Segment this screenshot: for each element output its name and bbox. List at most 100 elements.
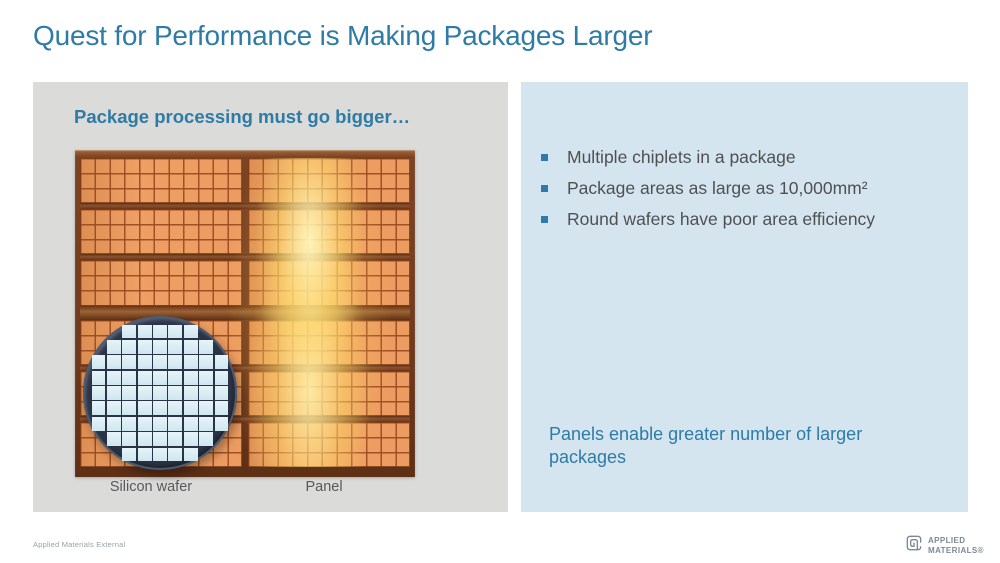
wafer-die [137, 386, 152, 400]
panel-band [80, 209, 410, 255]
wafer-die [137, 416, 152, 431]
wafer-die [91, 355, 106, 370]
panel-half [248, 260, 410, 306]
panel-half [80, 158, 242, 204]
wafer-die [137, 355, 152, 370]
panel-band [80, 158, 410, 204]
panel-half [248, 319, 410, 365]
bullet-text: Round wafers have poor area efficiency [567, 209, 876, 229]
wafer-die [153, 416, 167, 431]
wafer-die [122, 370, 137, 385]
applied-materials-logo: APPLIED MATERIALS® [904, 533, 984, 558]
wafer-die [199, 401, 214, 416]
wafer-die [183, 432, 198, 447]
wafer-die [122, 386, 137, 400]
panel-half [248, 421, 410, 468]
wafer-die [137, 447, 152, 462]
wafer-die [106, 339, 121, 354]
wafer-row [122, 324, 198, 339]
wafer-die [183, 401, 198, 416]
page-title: Quest for Performance is Making Packages… [33, 20, 653, 51]
wafer-die [199, 416, 214, 431]
wafer-die [91, 401, 106, 416]
wafer-die [214, 355, 229, 370]
wafer-row [91, 370, 229, 385]
wafer-die [183, 324, 198, 339]
figure-heading: Package processing must go bigger… [74, 106, 411, 127]
wafer-row [91, 386, 229, 400]
wafer-die [168, 386, 183, 400]
wafer-die [214, 401, 229, 416]
wafer-die [153, 370, 167, 385]
bullet-square-icon [541, 216, 548, 223]
panel-divider [80, 305, 410, 320]
footer-classification: Applied Materials External [33, 540, 126, 549]
wafer-die [106, 401, 121, 416]
wafer-die [122, 447, 137, 462]
panel-half [80, 260, 242, 306]
wafer-die [153, 432, 167, 447]
wafer-row [91, 401, 229, 416]
bullet-item: Package areas as large as 10,000mm² [541, 178, 875, 199]
wafer-die [91, 416, 106, 431]
bullet-square-icon [541, 154, 548, 161]
wafer-row [106, 339, 214, 354]
panel-half [248, 370, 410, 416]
panel-half [80, 209, 242, 255]
bullet-square-icon [541, 185, 548, 192]
wafer-die [199, 355, 214, 370]
panels-note: Panels enable greater number of larger p… [549, 424, 863, 468]
panel-label: Panel [305, 479, 343, 495]
wafer-die [168, 355, 183, 370]
wafer-die [168, 370, 183, 385]
panel-band [80, 260, 410, 306]
wafer-die [122, 324, 137, 339]
wafer-die [137, 339, 152, 354]
wafer-row [122, 447, 198, 462]
wafer-die [137, 324, 152, 339]
wafer-die [106, 370, 121, 385]
wafer-die [199, 339, 214, 354]
wafer-die [168, 432, 183, 447]
wafer-die [153, 355, 167, 370]
wafer-die [106, 416, 121, 431]
wafer-die [153, 339, 167, 354]
bullet-item: Multiple chiplets in a package [541, 147, 875, 168]
bullet-text: Package areas as large as 10,000mm² [567, 178, 868, 198]
bullet-item: Round wafers have poor area efficiency [541, 209, 875, 230]
logo-line1: APPLIED [928, 536, 966, 546]
wafer-die [183, 370, 198, 385]
wafer-die [183, 447, 198, 462]
wafer-die [153, 324, 167, 339]
wafer-die [122, 401, 137, 416]
logo-line2: MATERIALS® [928, 545, 984, 555]
wafer-die [168, 401, 183, 416]
wafer-die [168, 324, 183, 339]
wafer-die [122, 432, 137, 447]
wafer-die [214, 386, 229, 400]
wafer-die [214, 416, 229, 431]
wafer-die [153, 401, 167, 416]
wafer-die [137, 370, 152, 385]
wafer-die [106, 386, 121, 400]
wafer-die [199, 432, 214, 447]
bullet-text: Multiple chiplets in a package [567, 147, 796, 167]
panel-half [248, 209, 410, 255]
wafer-die [183, 416, 198, 431]
wafer-die [91, 386, 106, 400]
wafer-die [153, 386, 167, 400]
text-panel: Multiple chiplets in a package Package a… [521, 82, 968, 512]
wafer-die [106, 355, 121, 370]
silicon-wafer-label: Silicon wafer [109, 479, 193, 495]
wafer-die [168, 447, 183, 462]
panel-half [248, 158, 410, 204]
wafer-die [199, 386, 214, 400]
wafer-die [183, 386, 198, 400]
wafer-die [137, 401, 152, 416]
wafer-die [183, 355, 198, 370]
wafer-die [122, 339, 137, 354]
wafer-die [106, 432, 121, 447]
wafer-die [168, 339, 183, 354]
wafer-die [122, 355, 137, 370]
